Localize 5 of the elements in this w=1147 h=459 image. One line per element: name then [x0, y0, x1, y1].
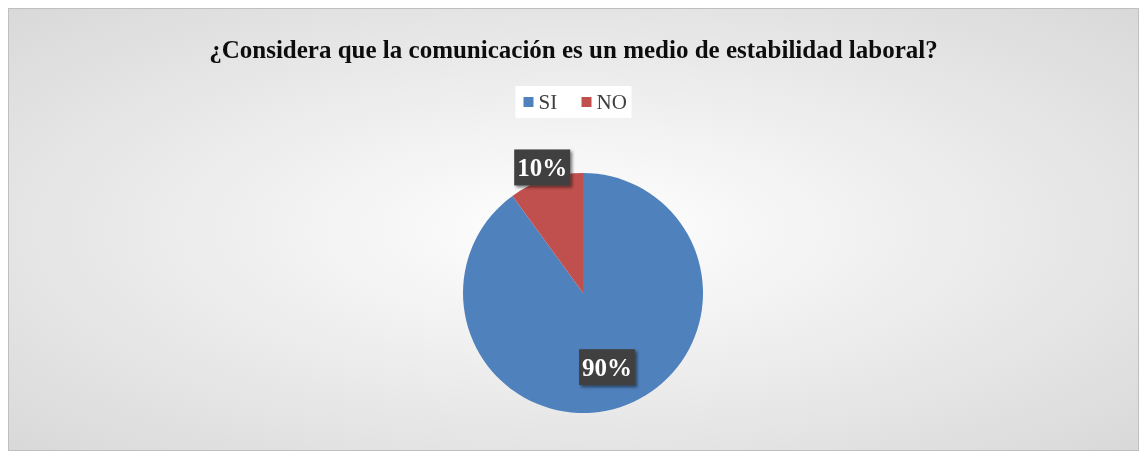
legend-label: SI	[538, 90, 558, 114]
data-label: 90%	[582, 354, 633, 382]
data-label: 10%	[517, 154, 568, 182]
legend-label: NO	[596, 90, 627, 114]
chart-title: ¿Considera que la comunicación es un medio de estabilidad laboral?	[209, 36, 938, 63]
